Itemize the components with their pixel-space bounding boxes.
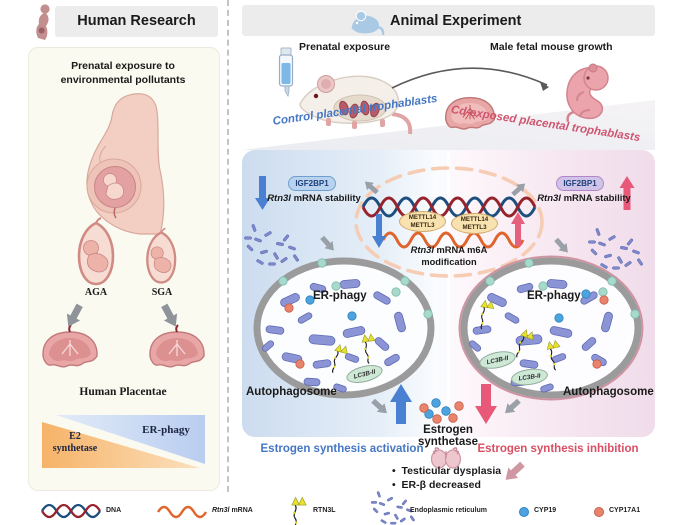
- m6a-down-arrow-blue: [372, 214, 386, 248]
- e2-synthetase-label: E2 synthetase: [44, 431, 106, 454]
- outcome-item-1: • Testicular dysplasia: [392, 464, 501, 478]
- m6a-caption: Rtn3l mRNA m6A modification: [394, 245, 504, 268]
- pregnant-mouse-illustration: [299, 75, 413, 135]
- estrogen-up-arrow-blue: [390, 384, 412, 424]
- legend-mrna-glyph: [156, 505, 208, 519]
- stability-up-arrow-pink: [619, 176, 635, 210]
- stability-suffix: mRNA stability: [290, 193, 361, 204]
- legend-cyp17a1-dot: [594, 507, 604, 517]
- rtn3l-glyphs: [331, 299, 561, 374]
- mrna-wave-illustration: [381, 231, 525, 249]
- autophagosome-label-control: Autophagosome: [246, 386, 337, 398]
- outcome-item-2: • ER-β decreased: [392, 478, 501, 492]
- water-bottle-icon: [278, 47, 294, 98]
- erphagy-triangle-label: ER-phagy: [142, 424, 190, 436]
- animal-header-bar: [242, 5, 655, 36]
- exposure-line2: environmental pollutants: [60, 73, 186, 86]
- fetal-mouse-illustration: [566, 63, 609, 123]
- animal-panel-title: Animal Experiment: [390, 13, 522, 29]
- gene-name: Rtn3l: [537, 193, 561, 204]
- outcome2-text: ER-β decreased: [401, 479, 481, 491]
- human-header-bar: [55, 6, 218, 37]
- activation-label: Estrogen synthesis activation: [260, 443, 424, 455]
- aga-label: AGA: [84, 287, 108, 298]
- legend-er-glyph: [370, 491, 415, 525]
- autophagosome-label-cd: Autophagosome: [563, 386, 654, 398]
- igf2bp1-text: IGF2BP1: [295, 179, 329, 188]
- gene-name: Rtn3l: [212, 507, 230, 514]
- sga-label: SGA: [151, 287, 173, 298]
- m6a-line2: modification: [421, 256, 477, 267]
- bullet: •: [392, 479, 396, 491]
- m6a-up-arrow-pink: [511, 212, 525, 246]
- legend-mrna-label: Rtn3l mRNA: [212, 507, 253, 514]
- mettl-complex-left: METTL14 METTL3: [399, 211, 446, 232]
- inhibition-label: Estrogen synthesis inhibition: [477, 443, 639, 455]
- legend-dna-glyph: [41, 503, 101, 519]
- nucleus-membrane: [354, 166, 544, 278]
- mettl3-text: METTL3: [462, 223, 487, 231]
- exposure-caption: Prenatal exposure to environmental pollu…: [38, 60, 208, 87]
- igf2bp1-badge-cd: IGF2BP1: [556, 176, 604, 191]
- estrogen-down-arrow-pink: [475, 384, 497, 424]
- legend-rtn3l-label: RTN3L: [313, 507, 336, 514]
- er-fragment-cluster-left: [244, 224, 299, 266]
- mettl14-text: METTL14: [460, 216, 489, 224]
- aga-fetus-illustration: [77, 217, 115, 286]
- er-fragment-cluster-right: [588, 228, 643, 270]
- mettl14-text: METTL14: [408, 214, 437, 222]
- placenta-right-illustration: [149, 324, 205, 368]
- mouse-icon: [351, 10, 385, 36]
- erphagy-label-control: ER-phagy: [313, 290, 367, 302]
- human-panel-title: Human Research: [77, 13, 196, 29]
- legend-cyp19-label: CYP19: [534, 507, 557, 514]
- legend-cyp17a1-label: CYP17A1: [609, 507, 641, 514]
- mechanism-box-center-divider: [447, 151, 450, 436]
- e2-erphagy-triangle-chart: [42, 415, 205, 468]
- gene-name: Rtn3l: [267, 193, 291, 204]
- placenta-center-illustration: [444, 96, 496, 130]
- legend-er-label: Endoplasmic reticulum: [410, 507, 488, 514]
- mettl3-text: METTL3: [410, 221, 435, 229]
- mouse-to-pup-curved-arrow: [391, 67, 549, 91]
- e2-line1: E2: [69, 431, 81, 442]
- igf2bp1-text: IGF2BP1: [563, 179, 597, 188]
- placenta-left-illustration: [42, 324, 98, 368]
- stability-label-control: Rtn3l mRNA stability: [258, 193, 370, 204]
- erphagy-label-cd: ER-phagy: [527, 290, 581, 302]
- protein-dots: [278, 258, 640, 369]
- dna-helix-illustration: [361, 196, 537, 218]
- igf2bp1-badge-control: IGF2BP1: [288, 176, 336, 191]
- legend-cyp19-dot: [519, 507, 529, 517]
- exposure-line1: Prenatal exposure to: [71, 60, 175, 72]
- estrogen-synthetase-label: Estrogen synthetase: [417, 424, 479, 448]
- male-growth-label: Male fetal mouse growth: [490, 41, 613, 53]
- er-fragments-control-cell: [261, 279, 406, 393]
- mrna-suffix: mRNA: [229, 507, 253, 514]
- legend-rtn3l-glyph: [291, 496, 307, 525]
- e2-line2: synthetase: [52, 442, 98, 454]
- gene-name: Rtn3l: [410, 245, 434, 255]
- stability-down-arrow-blue: [255, 176, 270, 210]
- panel-divider-dashed: [227, 0, 229, 492]
- testes-illustration: [430, 447, 462, 469]
- gray-arrows: [66, 181, 568, 480]
- mettl-complex-right: METTL14 METTL3: [451, 213, 498, 234]
- bullet: •: [392, 465, 396, 477]
- m6a-suffix: mRNA m6A: [433, 245, 488, 255]
- estrogen-synthetase-dots: [419, 398, 464, 424]
- stability-label-cd: Rtn3l mRNA stability: [528, 193, 640, 204]
- pregnant-woman-icon: [36, 4, 50, 40]
- outcome1-text: Testicular dysplasia: [401, 465, 502, 477]
- pregnant-woman-illustration: [86, 93, 165, 235]
- legend-dna-label: DNA: [106, 507, 122, 514]
- outcome-list: • Testicular dysplasia • ER-β decreased: [392, 464, 501, 492]
- sga-fetus-illustration: [146, 227, 177, 284]
- stability-suffix: mRNA stability: [560, 193, 631, 204]
- prenatal-exposure-label: Prenatal exposure: [299, 41, 391, 53]
- human-placentae-label: Human Placentae: [79, 386, 167, 398]
